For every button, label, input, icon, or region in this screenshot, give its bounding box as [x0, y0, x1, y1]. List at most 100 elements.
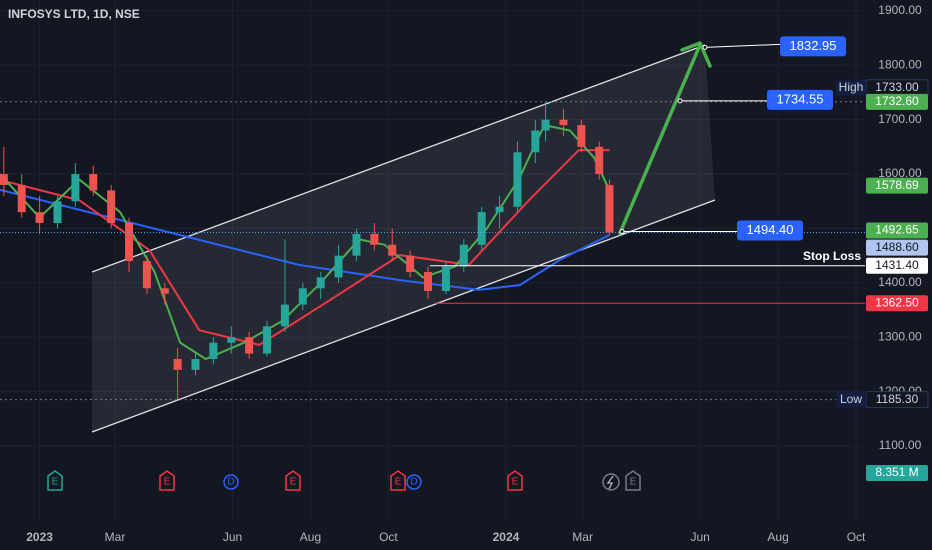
- x-tick-label: Aug: [300, 530, 321, 544]
- candle-body: [0, 174, 8, 185]
- target-point: [677, 98, 683, 104]
- candle-body: [35, 212, 44, 224]
- event-icon: [406, 474, 422, 490]
- event-label: E: [52, 477, 59, 488]
- candle-body: [107, 190, 116, 224]
- target-label: 1494.40: [747, 222, 794, 237]
- x-tick-label: Mar: [105, 530, 126, 544]
- y-tick-label: 1100.00: [879, 438, 922, 452]
- target-point: [702, 44, 708, 50]
- price-label: 1578.69: [875, 178, 919, 192]
- price-label-box: [866, 222, 928, 239]
- volume-label: 8.351 M: [875, 465, 918, 479]
- y-tick-label: 1700.00: [878, 112, 922, 126]
- price-label: 1732.60: [875, 94, 919, 108]
- x-tick-label: Aug: [767, 530, 788, 544]
- event-label: E: [164, 477, 171, 488]
- price-label: 1431.40: [875, 258, 919, 272]
- candle-body: [477, 212, 486, 245]
- candle-body: [316, 277, 325, 289]
- price-label-prefix-box: [836, 391, 866, 408]
- candle-body: [173, 358, 182, 370]
- candle-body: [53, 201, 62, 224]
- y-tick-label: 1400.00: [878, 275, 922, 289]
- plot: [0, 101, 614, 400]
- price-label: 1492.65: [875, 223, 919, 237]
- candle-body: [388, 244, 397, 256]
- projection-arrow: [618, 41, 712, 235]
- x-tick-label: 2023: [26, 530, 53, 544]
- candle-body: [352, 233, 361, 256]
- y-tick-label: 1600.00: [878, 166, 922, 180]
- candle-body: [459, 244, 468, 267]
- event-label: E: [395, 477, 402, 488]
- price-label-prefix: High: [839, 80, 864, 94]
- target-line: [704, 43, 781, 48]
- event-icon: [159, 470, 175, 491]
- candle-body: [541, 119, 550, 131]
- candle-body: [209, 342, 218, 359]
- event-label: D: [227, 477, 234, 488]
- price-label: 1488.60: [875, 240, 919, 254]
- x-tick-label: Mar: [572, 530, 593, 544]
- y-tick-label: 1800.00: [878, 57, 922, 71]
- price-label: 1733.00: [875, 80, 919, 94]
- channel-lower: [91, 199, 716, 433]
- candle-body: [605, 184, 614, 233]
- event-icon: [285, 470, 301, 491]
- price-label-prefix: Low: [840, 392, 862, 406]
- price-label-box: [866, 239, 928, 256]
- y-tick-label: 1300.00: [878, 329, 922, 343]
- channel-fill: [92, 45, 715, 432]
- candle-body: [89, 174, 98, 191]
- candle-body: [71, 174, 80, 202]
- x-tick-label: Jun: [690, 530, 709, 544]
- candle-body: [227, 337, 236, 343]
- target-box: [780, 36, 846, 57]
- target-label: 1734.55: [777, 91, 824, 106]
- candle-body: [595, 146, 604, 175]
- candle-body: [263, 326, 272, 354]
- candle-body: [280, 304, 289, 327]
- price-label: 1185.30: [876, 392, 919, 406]
- candle-body: [334, 255, 343, 278]
- target-label: 1832.95: [790, 38, 837, 53]
- volume-label-box: [866, 465, 928, 481]
- axis: 1100.001200.001300.001400.001500.001600.…: [26, 3, 929, 544]
- candle-body: [531, 130, 540, 153]
- event-label: E: [290, 477, 297, 488]
- channel-upper: [91, 44, 706, 273]
- grid: [0, 0, 865, 520]
- event-icon: [223, 474, 239, 490]
- candle-body: [125, 223, 134, 262]
- price-label-box: [866, 177, 928, 194]
- candle-body: [17, 184, 26, 213]
- x-tick-label: Jun: [223, 530, 242, 544]
- event-icon: [390, 470, 406, 491]
- target-point: [619, 228, 625, 234]
- price-label-box: [866, 93, 928, 110]
- candle-body: [142, 261, 151, 289]
- candle-body: [513, 152, 522, 207]
- candle-body: [424, 271, 433, 292]
- candle-body: [245, 337, 254, 354]
- candle-body: [298, 288, 307, 305]
- event-flash: [606, 475, 614, 490]
- event-label: E: [630, 477, 637, 488]
- candle-body: [441, 266, 450, 292]
- target-box: [767, 89, 833, 110]
- x-tick-label: Oct: [379, 530, 398, 544]
- x-tick-label: Oct: [847, 530, 866, 544]
- candle-body: [370, 233, 379, 245]
- price-label-prefix-box: [836, 79, 866, 96]
- event-label: E: [512, 477, 519, 488]
- y-tick-label: 1900.00: [878, 3, 922, 17]
- candle-body: [559, 119, 568, 126]
- price-label-box: [866, 257, 928, 274]
- x-tick-label: 2024: [493, 530, 520, 544]
- candle-body: [577, 125, 586, 147]
- event-label: D: [410, 477, 417, 488]
- event-icon: [602, 473, 620, 491]
